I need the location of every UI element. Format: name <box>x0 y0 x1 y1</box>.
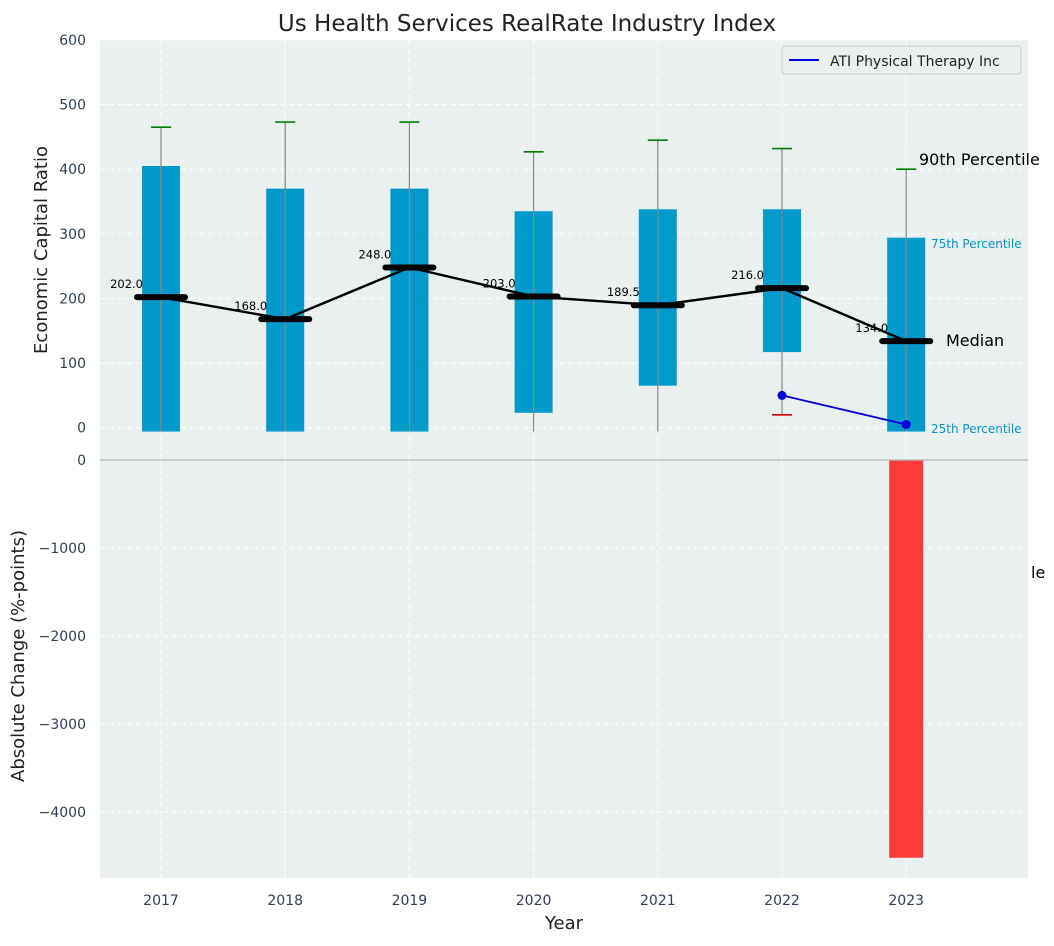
x-tick-label: 2021 <box>640 893 676 909</box>
top-y-tick-label: 500 <box>59 98 86 114</box>
bottom-y-tick-label: −4000 <box>39 805 86 821</box>
company-point <box>777 390 787 400</box>
bars-layer <box>142 121 926 858</box>
x-tick-label: 2023 <box>888 893 924 909</box>
annotation-median: Median <box>946 331 1004 350</box>
top-y-tick-label: 200 <box>59 291 86 307</box>
annotation-25th-percentile: 25th Percentile <box>931 422 1022 436</box>
median-value-label: 134.0 <box>855 321 888 335</box>
top-panel-background <box>100 40 1028 460</box>
x-axis-label: Year <box>544 913 584 934</box>
median-value-label: 202.0 <box>110 277 143 291</box>
company-point <box>901 419 911 429</box>
x-tick-label: 2017 <box>143 893 179 909</box>
top-y-tick-label: 400 <box>59 162 86 178</box>
legend-label: ATI Physical Therapy Inc <box>830 54 1000 70</box>
absolute-change-bar <box>889 460 924 858</box>
company-line <box>781 394 907 426</box>
top-y-tick-label: 600 <box>59 33 86 49</box>
legend: ATI Physical Therapy Inc <box>781 45 1022 75</box>
annotation-75th-percentile: 75th Percentile <box>931 237 1022 251</box>
annotation-90th-percentile: 90th Percentile <box>919 150 1040 169</box>
cut-off-annotation: le <box>1031 563 1045 582</box>
legend-box <box>781 45 1022 75</box>
bottom-y-axis-label: Absolute Change (%-points) <box>8 530 29 782</box>
chart-title: Us Health Services RealRate Industry Ind… <box>278 11 776 37</box>
bottom-y-tick-label: 0 <box>77 453 86 469</box>
x-tick-label: 2020 <box>516 893 552 909</box>
marks-layer: 202.0 168.0 248.0 203.0 189.5 216.0 134.0 <box>110 247 934 429</box>
median-value-label: 216.0 <box>731 268 764 282</box>
median-value-label: 248.0 <box>358 247 391 261</box>
bottom-y-tick-label: −1000 <box>39 541 86 557</box>
top-y-tick-label: 0 <box>77 421 86 437</box>
x-tick-label: 2019 <box>392 893 428 909</box>
bottom-panel-background <box>100 460 1028 878</box>
median-value-label: 189.5 <box>607 285 640 299</box>
median-value-label: 168.0 <box>234 299 267 313</box>
top-y-tick-label: 100 <box>59 356 86 372</box>
x-tick-label: 2018 <box>267 893 303 909</box>
median-value-label: 203.0 <box>483 277 516 291</box>
top-y-tick-label: 300 <box>59 227 86 243</box>
bottom-y-tick-label: −2000 <box>39 629 86 645</box>
bottom-y-tick-label: −3000 <box>39 717 86 733</box>
top-y-axis-label: Economic Capital Ratio <box>31 146 52 354</box>
x-tick-label: 2022 <box>764 893 800 909</box>
